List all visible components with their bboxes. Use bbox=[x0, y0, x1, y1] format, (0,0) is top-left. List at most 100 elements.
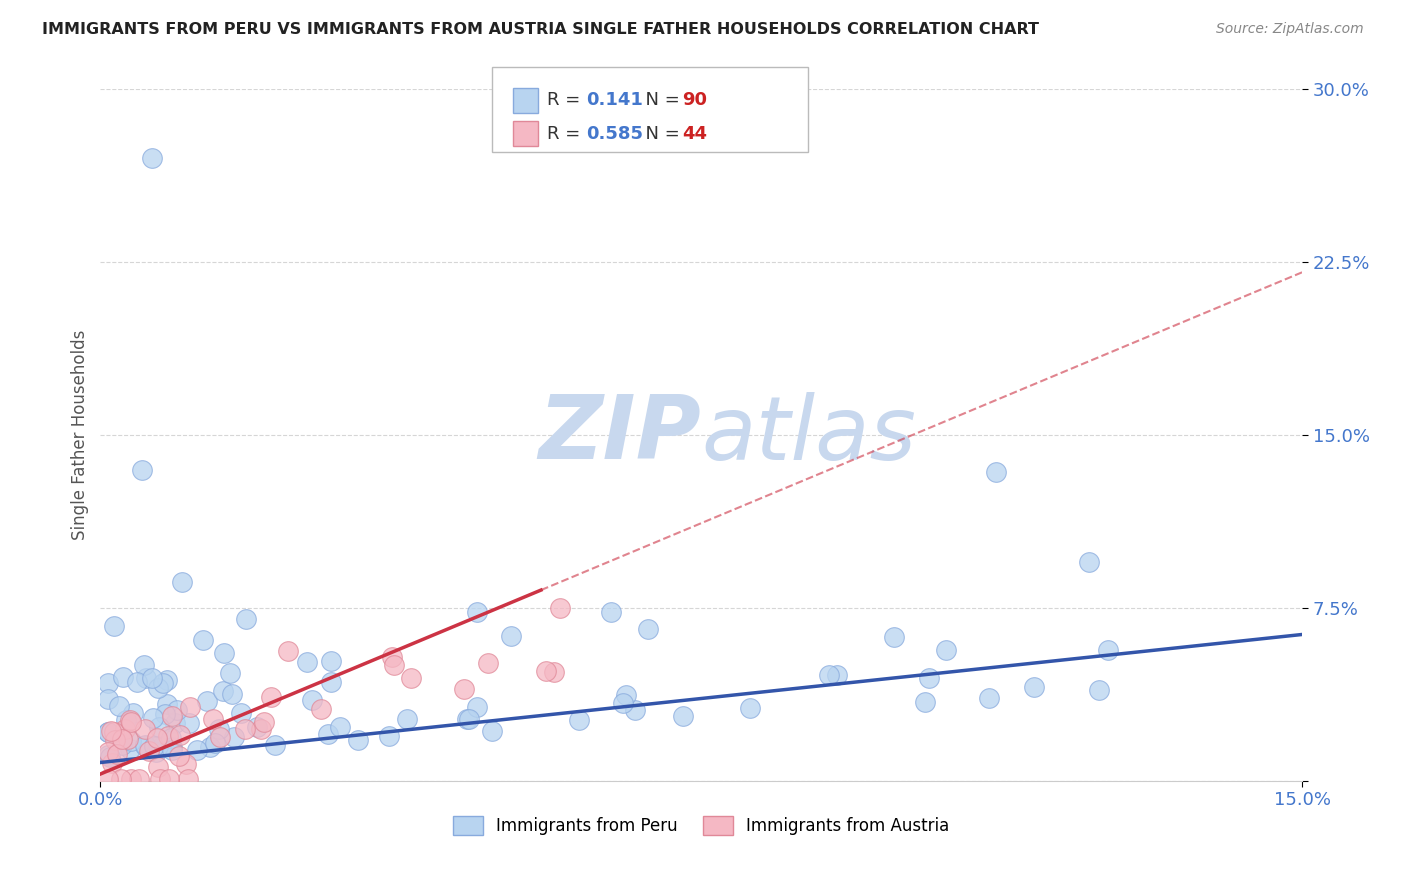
Point bbox=[100, 756, 122, 770]
Point bbox=[149, 740, 172, 755]
Point bbox=[117, 731, 139, 746]
Point bbox=[112, 670, 135, 684]
Point bbox=[97, 748, 120, 763]
Point bbox=[382, 657, 405, 672]
Point bbox=[120, 715, 142, 730]
Point bbox=[148, 681, 170, 695]
Point bbox=[193, 633, 215, 648]
Point bbox=[321, 675, 343, 690]
Point bbox=[141, 672, 163, 686]
Point bbox=[156, 697, 179, 711]
Point bbox=[146, 731, 169, 745]
Point bbox=[979, 691, 1001, 706]
Point bbox=[152, 676, 174, 690]
Point bbox=[222, 730, 245, 744]
Point bbox=[295, 655, 318, 669]
Point bbox=[568, 713, 591, 727]
Point bbox=[208, 723, 231, 737]
Point bbox=[120, 741, 142, 756]
Point bbox=[142, 710, 165, 724]
Point bbox=[148, 759, 170, 773]
Text: 44: 44 bbox=[682, 125, 707, 143]
Point bbox=[219, 666, 242, 681]
Point bbox=[233, 722, 256, 736]
Point bbox=[740, 701, 762, 715]
Point bbox=[935, 643, 957, 657]
Point bbox=[477, 656, 499, 670]
Point bbox=[309, 702, 332, 716]
Point bbox=[134, 723, 156, 737]
Point bbox=[142, 739, 165, 753]
Point bbox=[111, 738, 134, 752]
Point bbox=[141, 151, 163, 165]
Point bbox=[104, 732, 127, 747]
Point bbox=[138, 744, 160, 758]
Point bbox=[198, 740, 221, 755]
Point bbox=[377, 729, 399, 743]
Point bbox=[534, 665, 557, 679]
Point bbox=[481, 723, 503, 738]
Point bbox=[467, 700, 489, 714]
Point bbox=[914, 695, 936, 709]
Point bbox=[166, 703, 188, 717]
Point bbox=[277, 644, 299, 658]
Point bbox=[163, 716, 186, 731]
Point bbox=[883, 630, 905, 644]
Text: 90: 90 bbox=[682, 91, 707, 109]
Point bbox=[264, 738, 287, 752]
Point bbox=[125, 675, 148, 690]
Point bbox=[221, 687, 243, 701]
Point bbox=[169, 729, 191, 743]
Point bbox=[672, 708, 695, 723]
Point bbox=[98, 750, 121, 764]
Point bbox=[156, 673, 179, 687]
Point bbox=[825, 667, 848, 681]
Point bbox=[346, 733, 368, 747]
Point bbox=[235, 612, 257, 626]
Point bbox=[160, 743, 183, 757]
Text: ZIP: ZIP bbox=[538, 392, 702, 478]
Text: R =: R = bbox=[547, 91, 586, 109]
Point bbox=[120, 734, 142, 748]
Point bbox=[111, 731, 134, 746]
Point bbox=[465, 605, 488, 619]
Point bbox=[160, 739, 183, 754]
Point bbox=[301, 693, 323, 707]
Point bbox=[456, 712, 478, 726]
Point bbox=[97, 725, 120, 739]
Point bbox=[110, 772, 132, 786]
Point bbox=[177, 716, 200, 731]
Point bbox=[229, 706, 252, 721]
Point bbox=[134, 738, 156, 752]
Point bbox=[155, 707, 177, 722]
Point bbox=[148, 720, 170, 734]
Point bbox=[917, 671, 939, 685]
Text: 0.585: 0.585 bbox=[586, 125, 644, 143]
Point bbox=[399, 671, 422, 685]
Point bbox=[97, 745, 120, 759]
Point bbox=[148, 739, 170, 753]
Point bbox=[174, 756, 197, 771]
Point bbox=[548, 600, 571, 615]
Point bbox=[169, 748, 191, 763]
Point bbox=[114, 722, 136, 736]
Y-axis label: Single Father Households: Single Father Households bbox=[72, 330, 89, 541]
Point bbox=[637, 622, 659, 636]
Point bbox=[211, 684, 233, 698]
Point bbox=[316, 727, 339, 741]
Point bbox=[157, 772, 180, 786]
Point bbox=[97, 724, 120, 739]
Point bbox=[246, 720, 269, 734]
Point bbox=[160, 709, 183, 723]
Point bbox=[103, 619, 125, 633]
Text: N =: N = bbox=[634, 125, 686, 143]
Point bbox=[612, 696, 634, 710]
Point bbox=[97, 772, 120, 786]
Point bbox=[145, 745, 167, 759]
Point bbox=[195, 694, 218, 708]
Point bbox=[250, 723, 273, 737]
Point bbox=[120, 772, 142, 786]
Point bbox=[499, 629, 522, 643]
Point bbox=[131, 462, 153, 476]
Text: atlas: atlas bbox=[702, 392, 917, 478]
